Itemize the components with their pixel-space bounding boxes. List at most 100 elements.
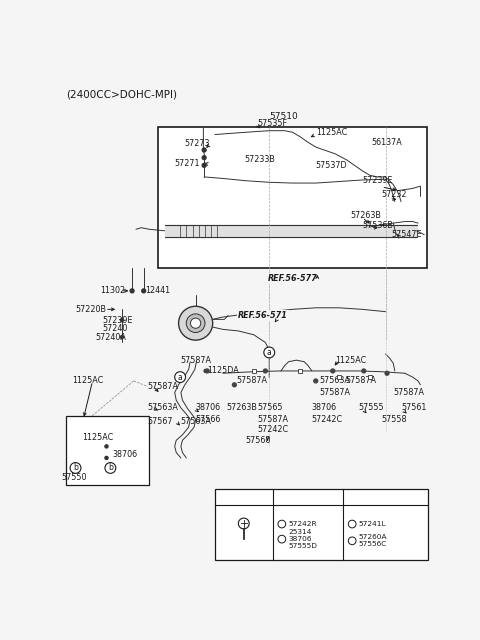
Circle shape xyxy=(105,463,116,474)
Bar xyxy=(298,369,302,373)
Text: 57547E: 57547E xyxy=(391,230,421,239)
Text: 57239E: 57239E xyxy=(362,176,393,185)
Text: 1125AC: 1125AC xyxy=(72,376,104,385)
Circle shape xyxy=(120,319,123,322)
Text: 57536B: 57536B xyxy=(362,221,393,230)
Text: REF.56-571: REF.56-571 xyxy=(238,311,288,320)
Text: 57567: 57567 xyxy=(147,417,173,426)
Text: 57555: 57555 xyxy=(359,403,384,412)
Text: b: b xyxy=(108,463,113,472)
Text: 57241L: 57241L xyxy=(359,521,386,527)
Text: 1125DA: 1125DA xyxy=(207,367,239,376)
Circle shape xyxy=(331,369,335,373)
Text: a: a xyxy=(305,492,310,501)
Text: REF.56-577: REF.56-577 xyxy=(268,274,318,283)
Bar xyxy=(215,489,428,561)
Text: 57563A: 57563A xyxy=(180,417,211,426)
Circle shape xyxy=(202,163,206,167)
Text: 57565: 57565 xyxy=(258,403,283,412)
Text: 38706: 38706 xyxy=(196,403,221,412)
Text: 57587A: 57587A xyxy=(320,388,350,397)
Text: 57242C: 57242C xyxy=(312,415,343,424)
Circle shape xyxy=(175,372,186,383)
Text: 38706: 38706 xyxy=(312,403,337,412)
Text: (2400CC>DOHC-MPI): (2400CC>DOHC-MPI) xyxy=(66,89,177,99)
Text: 57242R: 57242R xyxy=(288,521,317,527)
Text: 57560: 57560 xyxy=(245,436,270,445)
Circle shape xyxy=(191,318,201,328)
Text: b: b xyxy=(73,463,78,472)
Bar xyxy=(158,127,427,268)
Circle shape xyxy=(232,383,236,387)
Circle shape xyxy=(179,307,213,340)
Text: 57587A: 57587A xyxy=(393,388,424,397)
Text: 57273: 57273 xyxy=(184,140,209,148)
Circle shape xyxy=(202,148,206,152)
Circle shape xyxy=(205,369,209,373)
Text: b: b xyxy=(383,492,388,501)
Text: 57233B: 57233B xyxy=(244,156,276,164)
Text: 57242C: 57242C xyxy=(258,425,289,434)
Text: 57558: 57558 xyxy=(382,415,407,424)
Text: 57232: 57232 xyxy=(382,190,407,199)
Text: a: a xyxy=(178,372,182,381)
Text: 57263B: 57263B xyxy=(227,403,257,412)
Text: 57537D: 57537D xyxy=(316,161,348,170)
Text: 57271: 57271 xyxy=(175,159,200,168)
Text: 57587A: 57587A xyxy=(258,415,288,424)
Circle shape xyxy=(314,379,318,383)
Text: 57510: 57510 xyxy=(269,113,298,122)
Circle shape xyxy=(381,492,390,501)
Text: 56137A: 56137A xyxy=(372,138,402,147)
Text: 57263B: 57263B xyxy=(350,211,382,220)
Circle shape xyxy=(202,156,206,159)
Bar xyxy=(368,375,372,379)
Circle shape xyxy=(303,492,312,501)
Circle shape xyxy=(348,520,356,528)
Text: 57563A: 57563A xyxy=(320,376,350,385)
Text: 57240: 57240 xyxy=(103,324,128,333)
Text: 1125AC: 1125AC xyxy=(316,128,347,137)
Text: 57587A: 57587A xyxy=(345,376,376,385)
Text: 25314
38706
57555D: 25314 38706 57555D xyxy=(288,529,317,549)
Text: 57563A: 57563A xyxy=(147,403,179,412)
Circle shape xyxy=(105,456,108,460)
Circle shape xyxy=(142,289,145,292)
Circle shape xyxy=(130,289,134,292)
Text: a: a xyxy=(267,348,272,357)
Circle shape xyxy=(362,369,366,373)
Bar xyxy=(165,225,417,237)
Bar xyxy=(337,375,341,379)
Text: 57550: 57550 xyxy=(61,473,87,482)
Circle shape xyxy=(105,445,108,448)
Circle shape xyxy=(186,314,205,333)
Text: 57240A: 57240A xyxy=(95,333,126,342)
Text: 57561: 57561 xyxy=(401,403,426,412)
Circle shape xyxy=(120,335,123,339)
Text: 11302: 11302 xyxy=(100,286,125,296)
Text: 57587A: 57587A xyxy=(147,382,179,391)
Circle shape xyxy=(278,535,286,543)
Text: 57220B: 57220B xyxy=(75,305,107,314)
Text: 57587A: 57587A xyxy=(237,376,268,385)
Text: 1125AC: 1125AC xyxy=(82,433,113,442)
Bar xyxy=(66,415,149,485)
Circle shape xyxy=(239,518,249,529)
Circle shape xyxy=(348,537,356,545)
Text: 57239E: 57239E xyxy=(103,316,133,324)
Text: 57587A: 57587A xyxy=(180,356,211,365)
Text: 57535F: 57535F xyxy=(258,118,288,127)
Text: 12441: 12441 xyxy=(145,286,170,296)
Text: 38706: 38706 xyxy=(113,449,138,459)
Circle shape xyxy=(278,520,286,528)
Circle shape xyxy=(204,369,207,372)
Bar xyxy=(252,369,256,373)
Text: 1125GD: 1125GD xyxy=(228,492,260,501)
Circle shape xyxy=(264,347,275,358)
Circle shape xyxy=(70,463,81,474)
Text: 1125AC: 1125AC xyxy=(335,356,366,365)
Circle shape xyxy=(264,369,267,373)
Circle shape xyxy=(385,371,389,375)
Text: 57260A
57556C: 57260A 57556C xyxy=(359,534,387,547)
Text: 57566: 57566 xyxy=(196,415,221,424)
